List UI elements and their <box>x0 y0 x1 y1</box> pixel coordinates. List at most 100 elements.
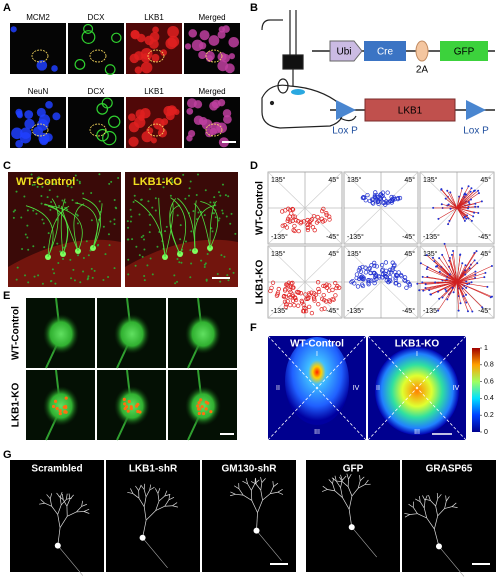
point <box>303 292 308 297</box>
point <box>321 206 326 212</box>
point <box>304 296 309 302</box>
nucleus <box>20 216 23 219</box>
endpoint <box>474 202 477 205</box>
nucleus <box>32 209 35 212</box>
cell <box>15 108 23 116</box>
cell <box>111 32 122 44</box>
nucleus <box>104 253 107 256</box>
golgi <box>126 409 130 413</box>
neurite <box>255 483 262 491</box>
point <box>407 281 412 287</box>
cell <box>160 49 167 56</box>
nucleus <box>218 191 221 194</box>
neurite <box>143 489 147 497</box>
nucleus <box>61 199 64 202</box>
endpoint <box>469 190 472 193</box>
neurite <box>359 476 365 482</box>
endpoint <box>433 260 436 263</box>
neurite <box>260 490 263 501</box>
dendrite <box>170 197 187 255</box>
nucleus <box>143 279 146 282</box>
cell <box>205 51 215 61</box>
point <box>321 292 326 298</box>
nucleus <box>113 218 116 221</box>
nucleus <box>62 246 65 249</box>
nucleus <box>227 195 230 198</box>
angle-label: -45° <box>402 233 415 241</box>
nucleus <box>87 277 90 280</box>
nucleus <box>46 196 49 199</box>
cell <box>15 140 24 148</box>
point <box>378 192 384 197</box>
nucleus <box>189 276 192 279</box>
dendrite <box>73 203 85 252</box>
nucleus <box>203 263 206 266</box>
golgi <box>197 401 201 405</box>
nucleus <box>214 204 217 207</box>
neurite <box>342 497 350 510</box>
dendrite <box>61 206 79 252</box>
nucleus <box>200 259 203 262</box>
cell <box>141 131 153 143</box>
nucleus <box>109 220 112 223</box>
nucleus <box>61 257 64 260</box>
endpoint <box>432 206 435 209</box>
label-box <box>68 12 124 23</box>
nucleus <box>72 268 75 271</box>
nucleus <box>30 173 33 176</box>
nucleus <box>50 200 53 203</box>
trajectory <box>441 254 458 283</box>
trajectory <box>456 199 472 209</box>
soma <box>114 314 150 354</box>
nucleus <box>73 279 76 282</box>
endpoint <box>440 203 443 206</box>
point <box>305 296 310 301</box>
neurite <box>245 478 248 484</box>
trajectory <box>456 276 485 283</box>
point <box>290 207 296 212</box>
image-label: GFP <box>343 464 364 475</box>
nucleus <box>87 275 90 278</box>
point <box>315 280 321 285</box>
nucleus <box>78 182 81 185</box>
point <box>389 198 395 203</box>
trajectory <box>456 271 476 283</box>
cell <box>102 130 117 146</box>
nucleus <box>37 176 40 179</box>
neurite <box>415 498 421 502</box>
nucleus <box>146 264 149 267</box>
neurite <box>255 478 257 485</box>
neurite <box>62 499 68 507</box>
endpoint <box>463 219 466 222</box>
endpoint <box>477 211 480 214</box>
neurite <box>164 490 168 497</box>
point <box>292 303 297 308</box>
endpoint <box>419 262 422 265</box>
nucleus <box>218 217 221 220</box>
dendrite <box>25 205 54 258</box>
nucleus <box>179 224 182 227</box>
image-label: GRASP65 <box>426 464 473 475</box>
point <box>282 299 288 304</box>
heat <box>375 347 459 435</box>
endpoint <box>467 185 470 188</box>
neurite <box>422 495 426 501</box>
soma <box>253 527 260 534</box>
neurite <box>67 511 77 517</box>
panel-label: B <box>250 2 258 14</box>
point <box>397 195 403 201</box>
trajectory <box>456 190 479 209</box>
endpoint <box>483 276 486 279</box>
nucleus <box>206 253 209 256</box>
neurite <box>437 508 445 517</box>
endpoint <box>424 283 427 286</box>
neurite <box>230 491 236 495</box>
nucleus <box>77 254 80 257</box>
point <box>280 209 285 214</box>
point <box>324 285 330 290</box>
cell <box>140 61 153 74</box>
neurite <box>59 497 62 505</box>
trajectory <box>438 257 458 283</box>
nucleus <box>213 196 216 199</box>
point <box>354 272 360 277</box>
